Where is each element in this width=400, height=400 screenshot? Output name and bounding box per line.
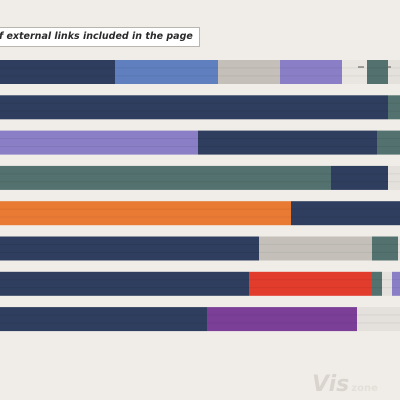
- bar-row-8: [0, 307, 400, 332]
- bar-1-segment-5: [342, 60, 367, 84]
- bar-7-segment-1: [0, 271, 249, 296]
- bar-1-segment-7: [388, 60, 400, 84]
- bar-6-segment-4: [398, 236, 400, 261]
- watermark-main: Vis: [312, 372, 350, 397]
- bar-8-segment-2: [207, 307, 357, 332]
- bar-row-4: [0, 165, 400, 190]
- bar-5-segment-2: [291, 201, 400, 226]
- bar-1-segment-3: [218, 60, 280, 84]
- bar-1-segment-2: [115, 60, 218, 84]
- chart-caption: f external links included in the page: [0, 27, 200, 47]
- bar-row-3: [0, 130, 400, 155]
- bar-7-segment-3: [372, 271, 382, 296]
- bar-4-segment-3: [388, 165, 400, 190]
- bar-8-segment-3: [357, 307, 400, 332]
- bars-layer: [0, 60, 400, 332]
- watermark-sub: zone: [351, 383, 378, 394]
- bar-6-segment-2: [259, 236, 372, 261]
- bar-4-segment-1: [0, 165, 331, 190]
- bar-7-segment-4: [382, 271, 392, 296]
- bar-8-segment-1: [0, 307, 207, 332]
- bar-row-1: [0, 60, 400, 84]
- bar-row-2: [0, 95, 400, 120]
- bar-2-segment-2: [388, 95, 400, 120]
- bar-row-5: [0, 201, 400, 226]
- bar-2-segment-1: [0, 95, 388, 120]
- bar-3-segment-3: [377, 130, 400, 155]
- bar-4-segment-2: [331, 165, 388, 190]
- bar-1-segment-1: [0, 60, 115, 84]
- bar-row-6: [0, 236, 400, 261]
- bar-7-segment-5: [392, 271, 400, 296]
- bar-3-segment-1: [0, 130, 198, 155]
- bar-3-segment-2: [198, 130, 377, 155]
- bar-6-segment-1: [0, 236, 259, 261]
- watermark-logo: Vis zone: [312, 372, 378, 397]
- bar-row-7: [0, 271, 400, 296]
- bar-5-segment-1: [0, 201, 291, 226]
- bar-1-segment-6: [367, 60, 388, 84]
- bar-6-segment-3: [372, 236, 398, 261]
- bar-7-segment-2: [249, 271, 372, 296]
- bar-1-segment-4: [280, 60, 342, 84]
